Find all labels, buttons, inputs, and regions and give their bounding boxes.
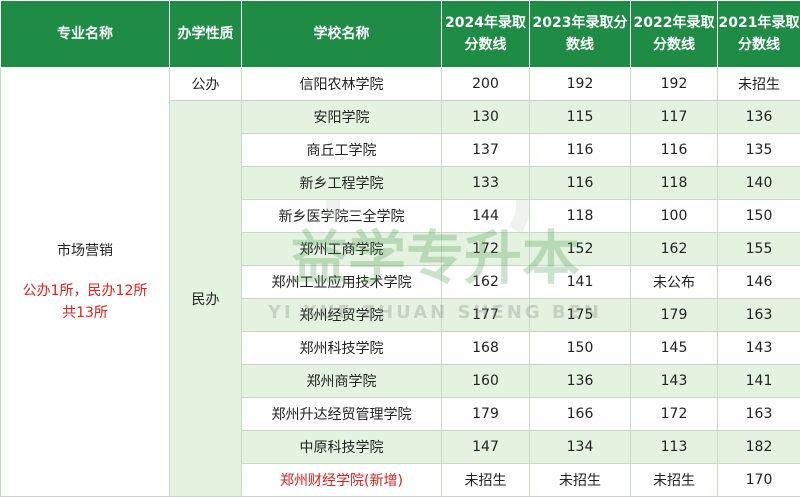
score-2022: 117	[631, 101, 718, 134]
score-2022: 192	[631, 68, 718, 101]
score-2023: 152	[530, 233, 631, 266]
school-name: 商丘工学院	[242, 134, 442, 167]
score-2023: 166	[530, 398, 631, 431]
table-row: 市场营销 公办1所，民办12所 共13所 公办 信阳农林学院 200 192 1…	[1, 68, 800, 101]
score-2024: 168	[442, 332, 530, 365]
score-2021: 155	[718, 233, 800, 266]
score-2021: 未招生	[718, 68, 800, 101]
school-name: 郑州科技学院	[242, 332, 442, 365]
score-2023: 115	[530, 101, 631, 134]
school-name: 郑州工商学院	[242, 233, 442, 266]
score-2023: 192	[530, 68, 631, 101]
score-2021: 163	[718, 398, 800, 431]
score-2021: 170	[718, 464, 800, 497]
score-2022: 162	[631, 233, 718, 266]
score-2024: 162	[442, 266, 530, 299]
score-2021: 182	[718, 431, 800, 464]
header-major: 专业名称	[1, 1, 170, 68]
score-2022: 未公布	[631, 266, 718, 299]
score-2023: 150	[530, 332, 631, 365]
score-2022: 116	[631, 134, 718, 167]
school-name: 安阳学院	[242, 101, 442, 134]
score-2023: 未招生	[530, 464, 631, 497]
school-name: 郑州商学院	[242, 365, 442, 398]
score-2021: 150	[718, 200, 800, 233]
score-2024: 177	[442, 299, 530, 332]
score-2023: 136	[530, 365, 631, 398]
school-name: 信阳农林学院	[242, 68, 442, 101]
major-name: 市场营销	[57, 240, 113, 262]
score-2022: 145	[631, 332, 718, 365]
school-name: 新乡医学院三全学院	[242, 200, 442, 233]
score-2024: 160	[442, 365, 530, 398]
score-2024: 144	[442, 200, 530, 233]
major-note-line2: 共13所	[62, 302, 108, 324]
score-2021: 140	[718, 167, 800, 200]
score-2022: 118	[631, 167, 718, 200]
score-2022: 179	[631, 299, 718, 332]
score-2023: 134	[530, 431, 631, 464]
header-2024: 2024年录取分数线	[442, 1, 530, 68]
score-2023: 141	[530, 266, 631, 299]
major-note-line1: 公办1所，民办12所	[23, 280, 148, 302]
score-2023: 118	[530, 200, 631, 233]
score-2022: 未招生	[631, 464, 718, 497]
score-2024: 133	[442, 167, 530, 200]
score-2024: 137	[442, 134, 530, 167]
header-2022: 2022年录取分数线	[631, 1, 718, 68]
school-name: 郑州升达经贸管理学院	[242, 398, 442, 431]
score-2021: 143	[718, 332, 800, 365]
score-2024: 130	[442, 101, 530, 134]
score-2024: 未招生	[442, 464, 530, 497]
score-2022: 172	[631, 398, 718, 431]
school-name: 郑州工业应用技术学院	[242, 266, 442, 299]
score-2023: 116	[530, 134, 631, 167]
school-name-new: 郑州财经学院(新增)	[242, 464, 442, 497]
major-cell: 市场营销 公办1所，民办12所 共13所	[1, 68, 170, 497]
school-name: 中原科技学院	[242, 431, 442, 464]
school-name: 新乡工程学院	[242, 167, 442, 200]
score-2023: 175	[530, 299, 631, 332]
score-2024: 147	[442, 431, 530, 464]
score-2024: 200	[442, 68, 530, 101]
nature-public: 公办	[170, 68, 242, 101]
score-2021: 141	[718, 365, 800, 398]
score-2022: 143	[631, 365, 718, 398]
header-2021: 2021年录取分数线	[718, 1, 800, 68]
header-nature: 办学性质	[170, 1, 242, 68]
score-2021: 163	[718, 299, 800, 332]
score-2021: 135	[718, 134, 800, 167]
nature-private: 民办	[170, 101, 242, 497]
header-2023: 2023年录取分数线	[530, 1, 631, 68]
score-2024: 179	[442, 398, 530, 431]
score-2023: 116	[530, 167, 631, 200]
header-school: 学校名称	[242, 1, 442, 68]
score-2021: 146	[718, 266, 800, 299]
score-2021: 136	[718, 101, 800, 134]
score-2024: 172	[442, 233, 530, 266]
school-name: 郑州经贸学院	[242, 299, 442, 332]
header-row: 专业名称 办学性质 学校名称 2024年录取分数线 2023年录取分数线 202…	[1, 1, 800, 68]
score-2022: 113	[631, 431, 718, 464]
score-2022: 100	[631, 200, 718, 233]
